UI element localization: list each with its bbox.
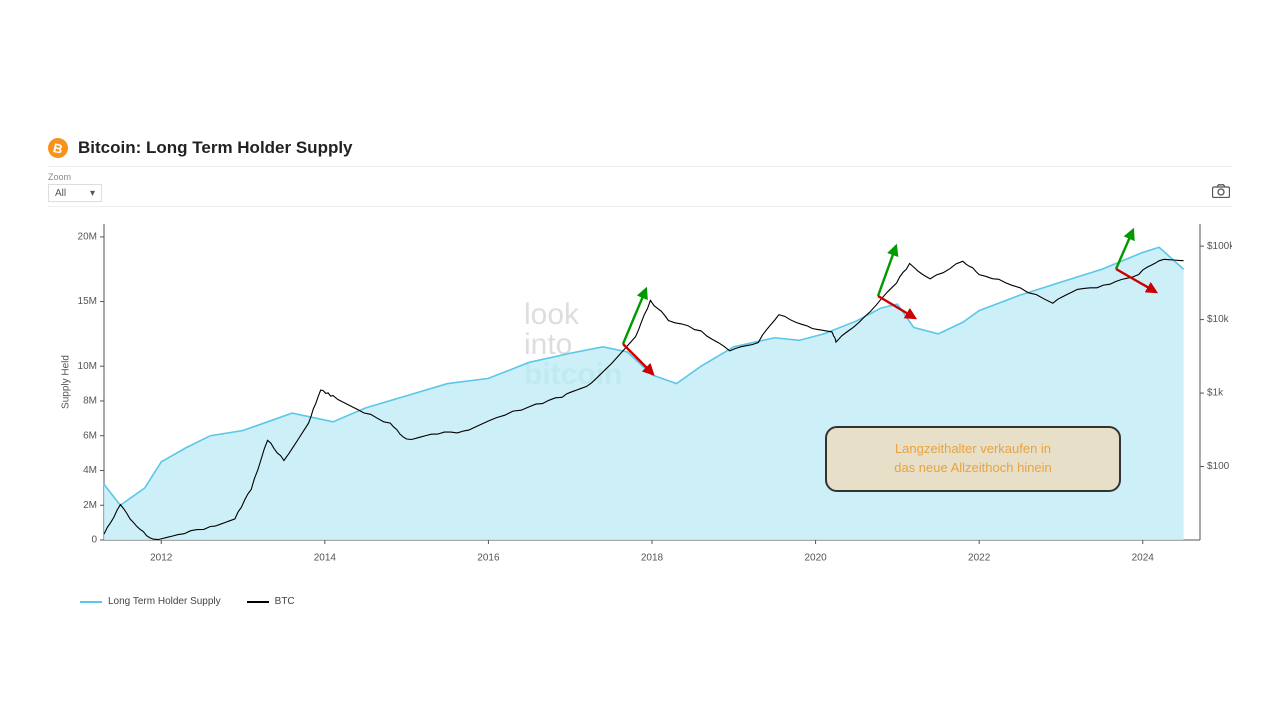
divider	[48, 206, 1232, 207]
svg-text:2020: 2020	[804, 552, 827, 563]
svg-text:2012: 2012	[150, 552, 173, 563]
svg-text:10M: 10M	[78, 361, 97, 372]
callout-line2: das neue Allzeithoch hinein	[847, 459, 1099, 478]
svg-text:15M: 15M	[78, 296, 97, 307]
svg-text:2024: 2024	[1132, 552, 1155, 563]
legend-label: Long Term Holder Supply	[108, 596, 221, 607]
svg-text:4M: 4M	[83, 465, 97, 476]
zoom-select[interactable]: All ▾	[48, 184, 102, 202]
svg-text:20M: 20M	[78, 232, 97, 243]
svg-text:$100k: $100k	[1207, 241, 1232, 252]
callout-line1: Langzeithalter verkaufen in	[847, 440, 1099, 459]
screenshot-button[interactable]	[1212, 184, 1230, 198]
svg-text:2016: 2016	[477, 552, 500, 563]
annotation-callout: Langzeithalter verkaufen in das neue All…	[825, 426, 1121, 492]
chevron-down-icon: ▾	[90, 188, 95, 199]
divider	[48, 166, 1232, 167]
svg-text:2M: 2M	[83, 500, 97, 511]
svg-text:2022: 2022	[968, 552, 991, 563]
legend-item-supply[interactable]: Long Term Holder Supply	[80, 596, 221, 607]
svg-text:8M: 8M	[83, 396, 97, 407]
legend-label: BTC	[275, 596, 295, 607]
bitcoin-logo-icon: B	[46, 136, 70, 160]
zoom-label: Zoom	[48, 172, 71, 182]
svg-text:$1k: $1k	[1207, 388, 1224, 399]
svg-text:2018: 2018	[641, 552, 664, 563]
svg-text:Supply Held: Supply Held	[61, 355, 72, 409]
svg-text:$100: $100	[1207, 461, 1230, 472]
svg-text:2014: 2014	[314, 552, 337, 563]
svg-text:0: 0	[91, 535, 97, 546]
zoom-value: All	[55, 188, 66, 199]
svg-text:$10k: $10k	[1207, 314, 1230, 325]
chart-title: Bitcoin: Long Term Holder Supply	[78, 138, 353, 158]
legend-item-btc[interactable]: BTC	[247, 596, 295, 607]
svg-text:6M: 6M	[83, 430, 97, 441]
chart-area[interactable]: 0 2M 4M 6M 8M 10M 15M 20M Supply Held $100 $1k $10k…	[48, 214, 1232, 574]
legend: Long Term Holder Supply BTC	[80, 596, 295, 607]
